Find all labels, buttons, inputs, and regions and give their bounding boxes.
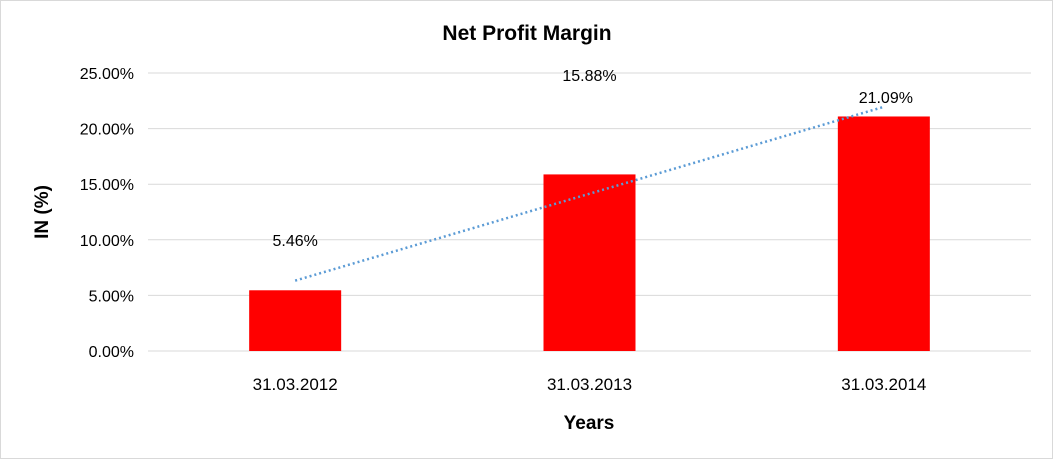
y-tick-label: 0.00%	[89, 344, 134, 361]
x-category-label: 31.03.2012	[253, 375, 338, 394]
x-category-label: 31.03.2013	[547, 375, 632, 394]
data-label: 15.88%	[562, 68, 616, 85]
x-axis-title: Years	[564, 413, 615, 434]
y-axis-title: IN (%)	[32, 185, 53, 239]
bar	[249, 290, 342, 351]
bars	[249, 116, 930, 351]
data-labels: 5.46% 15.88% 21.09%	[272, 68, 912, 250]
y-tick-label: 5.00%	[89, 288, 134, 305]
x-axis-categories: 31.03.2012 31.03.2013 31.03.2014	[253, 375, 927, 394]
trendline	[294, 105, 885, 282]
y-tick-label: 10.00%	[80, 233, 134, 250]
y-tick-label: 25.00%	[80, 66, 134, 83]
chart-title: Net Profit Margin	[442, 22, 611, 45]
data-label: 5.46%	[272, 233, 317, 250]
y-axis-ticks: 0.00% 5.00% 10.00% 15.00% 20.00% 25.00%	[80, 66, 134, 361]
x-category-label: 31.03.2014	[841, 375, 926, 394]
y-tick-label: 15.00%	[80, 177, 134, 194]
data-label: 21.09%	[859, 90, 913, 107]
bar	[837, 116, 930, 351]
bar	[543, 174, 636, 351]
trendline-line	[294, 105, 885, 282]
y-tick-label: 20.00%	[80, 122, 134, 139]
